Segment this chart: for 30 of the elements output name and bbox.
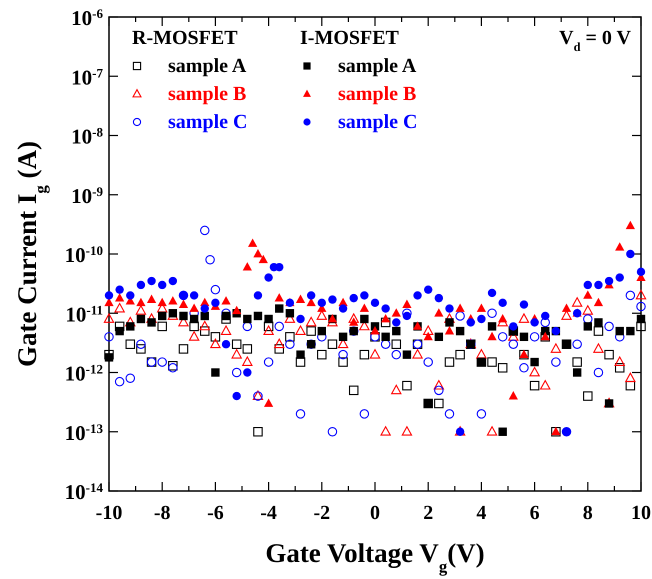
x-tick-label: -6 (207, 502, 224, 524)
x-tick-label: -10 (96, 502, 122, 524)
x-tick-label: 0 (370, 502, 380, 524)
y-tick-label: 10$^{-10}$ (64, 242, 104, 267)
x-tick-label: 8 (582, 502, 593, 524)
x-tick-label: -4 (260, 502, 277, 524)
y-tick-label: 10$^{-13}$ (64, 420, 104, 445)
x-tick-label: 10 (631, 502, 651, 524)
y-tick-label: 10$^{-14}$ (64, 480, 104, 504)
legend-label: sample C (168, 111, 248, 133)
y-tick-label: 10$^{-11}$ (65, 302, 103, 326)
x-tick-label: -2 (313, 502, 330, 524)
legend-label: sample B (338, 83, 416, 105)
y-tick-label: 10$^{-7}$ (71, 64, 104, 90)
x-tick-label: 6 (530, 502, 540, 524)
x-tick-label: 2 (423, 502, 434, 524)
annotation: R-MOSFET (132, 27, 238, 49)
legend-label: sample A (168, 55, 247, 77)
legend-label: sample B (168, 83, 246, 105)
x-tick-label: -8 (154, 502, 171, 524)
y-tick-label: 10$^{-9}$ (71, 183, 104, 208)
annotation: I-MOSFET (300, 27, 400, 49)
x-axis-title: Gate Voltage V$_{g}$(V) (265, 538, 485, 576)
legend-label: sample C (338, 111, 418, 133)
y-tick-label: 10$^{-8}$ (71, 124, 104, 148)
annotation: V$_{d}$ = 0 V (559, 27, 632, 54)
y-tick-label: 10$^{-12}$ (64, 361, 103, 386)
y-tick-label: 10$^{-6}$ (71, 6, 104, 30)
legend-label: sample A (338, 55, 417, 77)
x-tick-label: 4 (476, 502, 486, 524)
